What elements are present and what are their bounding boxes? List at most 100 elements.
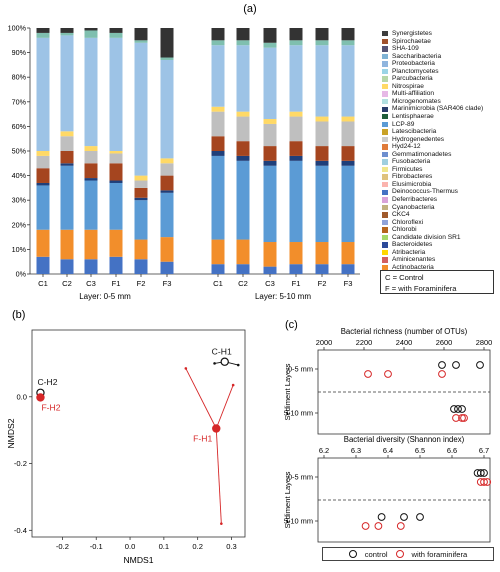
bar-segment <box>109 182 123 230</box>
bar-segment <box>236 111 250 117</box>
y-tick-label: 70% <box>12 97 27 106</box>
foram-point <box>396 522 405 530</box>
bar-segment <box>160 192 174 238</box>
bar-segment <box>160 175 174 191</box>
legend-item: Bacteroidetes <box>382 241 500 249</box>
legend-swatch <box>382 249 388 256</box>
bar-segment <box>134 42 148 176</box>
x-tick-label: 6.7 <box>479 446 489 455</box>
legend-item: Chlorobi <box>382 226 500 234</box>
bar-segment <box>289 242 303 265</box>
bar-segment <box>341 146 355 161</box>
bar-segment <box>84 180 98 230</box>
x-tick-label: 6.4 <box>383 446 393 455</box>
bar-segment <box>109 37 123 152</box>
bar-segment <box>36 28 50 33</box>
legend-swatch <box>382 234 388 241</box>
bar-segment <box>263 160 277 166</box>
row-label: 5-10 mm <box>284 517 313 526</box>
legend-item: Aminicenantes <box>382 256 500 264</box>
bar-segment <box>211 264 225 274</box>
bar-segment <box>160 28 174 58</box>
foram-point <box>361 522 370 530</box>
x-axis-title: NMDS1 <box>123 555 153 565</box>
legend-label: Atribacteria <box>392 248 426 256</box>
bar-segment <box>60 163 74 166</box>
bar-segment <box>84 146 98 151</box>
bar-segment <box>211 155 225 240</box>
x-tick-label: 0.1 <box>159 542 170 551</box>
legend-swatch <box>382 189 388 195</box>
row-label: 0-5 mm <box>288 365 313 374</box>
legend-item: Multi-affiliation <box>382 90 500 98</box>
bar-segment <box>211 239 225 265</box>
x-tick-label: F2 <box>318 279 327 288</box>
y-tick-label: 60% <box>12 122 27 131</box>
bar-segment <box>109 32 123 38</box>
bar-segment <box>134 239 148 260</box>
dot-plot-title: Bacterial richness (number of OTUs) <box>341 327 468 336</box>
bar-segment <box>289 45 303 112</box>
legend-swatch <box>382 129 388 135</box>
bar-segment <box>289 40 303 46</box>
control-point <box>458 405 466 413</box>
foram-point <box>480 478 488 486</box>
panel-label-b: (b) <box>12 309 25 321</box>
y-tick-label: -0.2 <box>14 459 27 468</box>
bar-segment <box>315 40 329 46</box>
foram-marker-icon <box>395 550 404 558</box>
bar-segment <box>263 266 277 274</box>
bar-segment <box>315 146 329 161</box>
bar-segment <box>263 119 277 124</box>
panel-c-legend: control with foraminifera <box>322 547 494 561</box>
bar-segment <box>134 197 148 201</box>
centroid-point <box>212 424 221 433</box>
bar-segment <box>211 151 225 156</box>
legend-swatch <box>382 159 388 165</box>
spoke-line <box>185 368 217 429</box>
bar-segment <box>315 264 329 274</box>
bar-segment <box>84 37 98 147</box>
dot-plot-title: Bacterial diversity (Shannon index) <box>344 435 465 444</box>
bar-segment <box>60 151 74 164</box>
control-point <box>400 513 408 521</box>
legend-label: Spirochaetae <box>392 37 431 45</box>
legend-swatch <box>382 242 388 248</box>
control-marker-icon <box>348 550 357 558</box>
control-point <box>377 513 386 521</box>
bar-segment <box>289 141 303 156</box>
foram-point <box>364 370 372 378</box>
bar-segment <box>36 182 50 186</box>
panel-label-a: (a) <box>243 3 256 15</box>
legend-swatch <box>382 106 388 112</box>
bar-segment <box>84 259 98 274</box>
legend-item: Nitrospirae <box>382 83 500 91</box>
centroid-point <box>36 393 45 402</box>
legend-label: Hydrogenedentes <box>392 135 445 143</box>
legend-label: Chlorobi <box>392 226 417 234</box>
bar-segment <box>60 35 74 132</box>
bar-segment <box>263 146 277 161</box>
legend-swatch <box>382 38 388 45</box>
legend-item: SHA-109 <box>382 45 500 53</box>
bar-segment <box>160 57 174 60</box>
richness-dot-plot: Bacterial richness (number of OTUs) 2000 2… <box>283 327 492 435</box>
x-tick-label: C3 <box>265 279 275 288</box>
foram-point <box>458 414 466 422</box>
row-label: 0-5 mm <box>288 473 313 482</box>
bar-segment <box>36 168 50 183</box>
legend-swatch <box>382 61 388 67</box>
centroid-label: C-H1 <box>212 347 232 357</box>
legend-label: Lentisphaerae <box>392 113 434 121</box>
bar-segment <box>289 111 303 117</box>
spoke-line <box>215 384 234 429</box>
legend-swatch <box>382 144 388 150</box>
x-tick-label: 2400 <box>396 338 412 347</box>
bar-segment <box>341 165 355 243</box>
bar-segment <box>60 136 74 151</box>
bar-segment <box>263 242 277 267</box>
bar-segment <box>289 264 303 274</box>
legend-label: Candidate division SR1 <box>392 233 461 241</box>
bar-segment <box>60 165 74 230</box>
key-control: C = Control <box>385 273 424 282</box>
